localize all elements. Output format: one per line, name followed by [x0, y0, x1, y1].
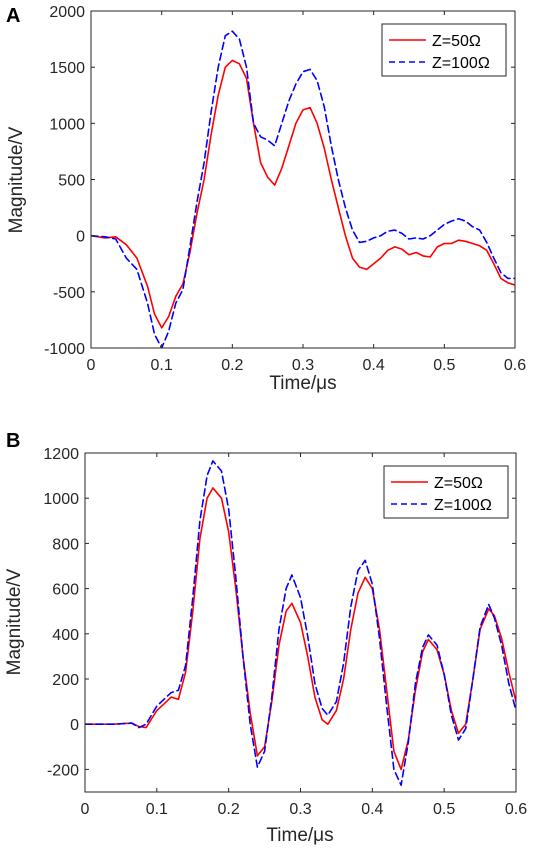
panel-b-ytick-label: 400: [52, 627, 79, 644]
panel-a: A 0 0.1 0.2 0.3 0.4 0.5 0.6 -1000 -500 0 500 1000 15…: [6, 4, 526, 394]
panel-b-xtick-label: 0.1: [146, 801, 168, 818]
panel-b-ytick-label: 200: [52, 672, 79, 689]
panel-a-xtick-label: 0.5: [433, 357, 455, 374]
panel-a-legend: Z=50Ω Z=100Ω: [381, 23, 507, 77]
panel-a-series-group: [91, 30, 515, 348]
panel-b-series-z50: [85, 487, 516, 771]
panel-b: B 0 0.1 0.2 0.3 0.4 0.5 0.6 -200 0 200 400 600 800 10…: [4, 430, 527, 846]
panel-a-letter: A: [6, 5, 20, 27]
panel-b-series-group: [85, 460, 516, 787]
panel-b-ticks: 0 0.1 0.2 0.3 0.4 0.5 0.6 -200 0 200 400 600 800 1000…: [43, 446, 527, 818]
panel-b-legend-box: [383, 465, 509, 519]
panel-a-ytick-label: 0: [76, 229, 85, 246]
panel-a-ytick-label: -1000: [44, 341, 85, 358]
panel-a-ytick-label: 2000: [49, 4, 85, 21]
panel-b-xtick-label: 0: [81, 801, 90, 818]
panel-a-legend-label-z100: Z=100Ω: [432, 55, 490, 72]
panel-a-ytick-label: 1000: [49, 116, 85, 133]
panel-a-ticks: 0 0.1 0.2 0.3 0.4 0.5 0.6 -1000 -500 0 500 1000 1500…: [44, 4, 526, 374]
panel-b-xtick-label: 0.4: [361, 801, 383, 818]
panel-b-ytick-label: 600: [52, 582, 79, 599]
panel-a-xlabel: Time/μs: [269, 373, 336, 394]
panel-b-xlabel: Time/μs: [266, 825, 333, 846]
panel-a-ylabel: Magnitude/V: [6, 126, 27, 233]
panel-a-xtick-label: 0.2: [221, 357, 243, 374]
panel-b-xtick-label: 0.3: [289, 801, 311, 818]
panel-b-xtick-label: 0.6: [505, 801, 527, 818]
panel-a-xtick-label: 0.3: [292, 357, 314, 374]
panel-a-legend-box: [381, 23, 507, 77]
panel-b-xtick-label: 0.5: [433, 801, 455, 818]
panel-b-ytick-label: 1200: [43, 446, 79, 463]
panel-a-ytick-label: 500: [58, 173, 85, 190]
panel-a-series-z50: [91, 59, 515, 329]
panel-a-ytick-label: -500: [53, 285, 85, 302]
panel-b-legend: Z=50Ω Z=100Ω: [383, 465, 509, 519]
panel-a-legend-label-z50: Z=50Ω: [432, 33, 481, 50]
panel-a-xtick-label: 0.1: [151, 357, 173, 374]
panel-a-axes-box: [90, 10, 516, 349]
panel-b-xtick-label: 0.2: [218, 801, 240, 818]
panel-b-axes-box: [84, 452, 517, 793]
panel-b-ytick-label: 1000: [43, 491, 79, 508]
panel-b-ytick-label: -200: [47, 762, 79, 779]
panel-b-letter: B: [6, 430, 20, 452]
panel-a-xtick-label: 0.4: [363, 357, 385, 374]
panel-b-series-z100: [85, 460, 516, 787]
panel-a-ytick-label: 1500: [49, 60, 85, 77]
panel-b-legend-label-z50: Z=50Ω: [434, 475, 483, 492]
panel-a-xtick-label: 0.6: [504, 357, 526, 374]
panel-b-legend-label-z100: Z=100Ω: [434, 497, 492, 514]
panel-a-xtick-label: 0: [87, 357, 96, 374]
panel-b-ylabel: Magnitude/V: [4, 568, 25, 675]
panel-b-ytick-label: 0: [70, 717, 79, 734]
panel-a-series-z100: [91, 30, 515, 348]
panel-b-ytick-label: 800: [52, 536, 79, 553]
